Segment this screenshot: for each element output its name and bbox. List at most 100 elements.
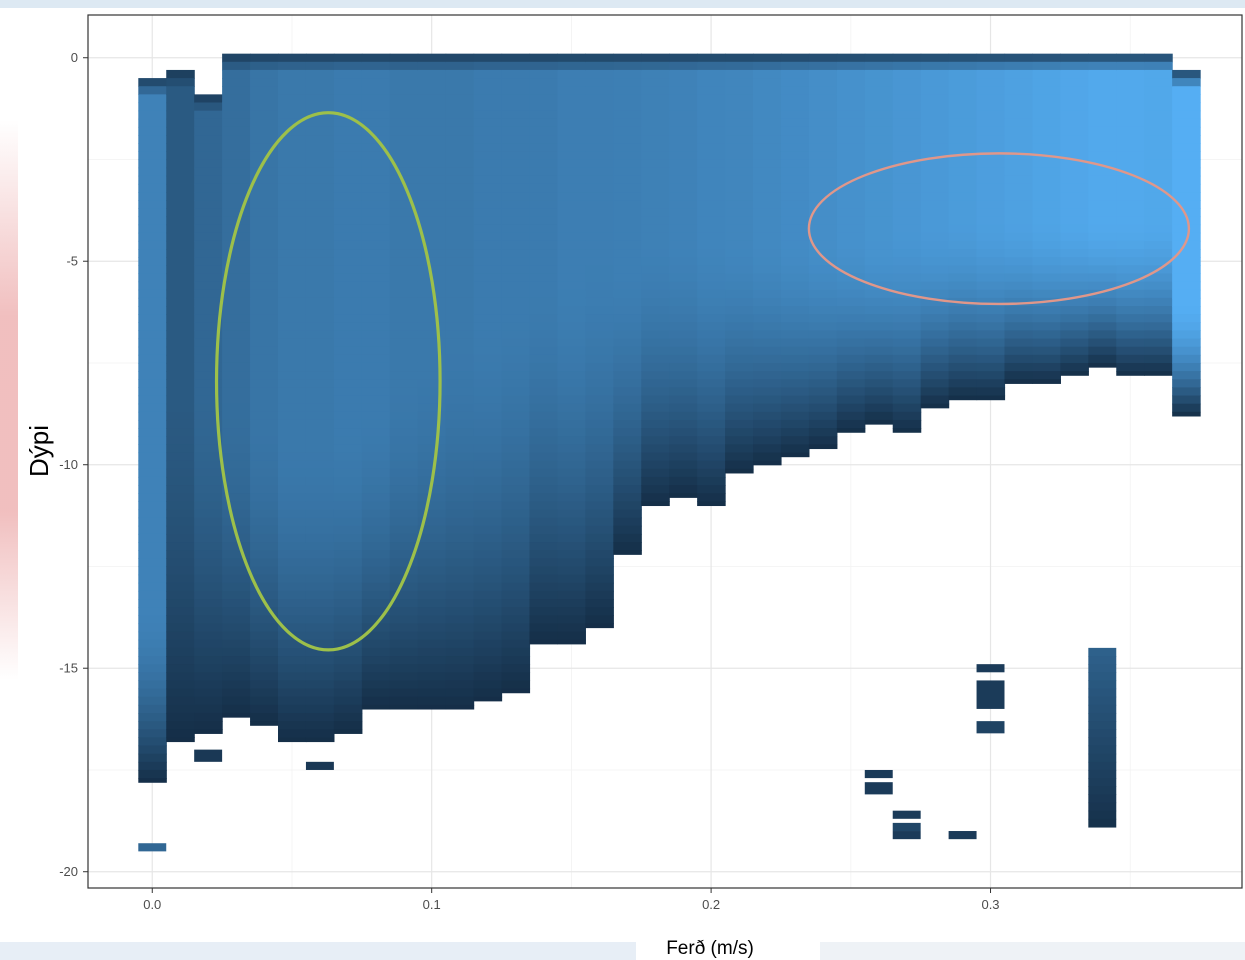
heatmap-cell bbox=[445, 664, 475, 673]
heatmap-cell bbox=[305, 224, 335, 234]
heatmap-cell bbox=[278, 208, 307, 218]
heatmap-cell bbox=[585, 257, 614, 266]
heatmap-cell bbox=[222, 240, 251, 250]
heatmap-cell bbox=[305, 314, 335, 323]
heatmap-cell bbox=[808, 297, 838, 307]
heatmap-cell bbox=[529, 558, 559, 568]
heatmap-cell bbox=[920, 289, 950, 299]
heatmap-cell bbox=[417, 574, 447, 584]
heatmap-cell bbox=[613, 240, 642, 250]
heatmap-cell bbox=[780, 135, 810, 144]
heatmap-cell bbox=[138, 192, 167, 201]
heatmap-cell bbox=[389, 428, 419, 437]
heatmap-cell bbox=[725, 208, 754, 218]
heatmap-cell bbox=[557, 395, 586, 405]
heatmap-cell bbox=[920, 159, 950, 169]
heatmap-cell bbox=[836, 322, 866, 332]
heatmap-cell bbox=[389, 493, 419, 502]
heatmap-cell bbox=[333, 78, 363, 87]
heatmap-cell bbox=[473, 623, 503, 633]
heatmap-cell bbox=[725, 273, 754, 283]
heatmap-cell bbox=[976, 183, 1006, 193]
heatmap-cell bbox=[389, 403, 419, 413]
heatmap-cell bbox=[836, 330, 866, 340]
heatmap-cell bbox=[1004, 265, 1034, 275]
heatmap-cell bbox=[305, 664, 335, 673]
heatmap-cell bbox=[669, 371, 698, 380]
heatmap-cell bbox=[780, 387, 810, 397]
heatmap-cell bbox=[697, 118, 726, 128]
heatmap-cell bbox=[194, 558, 223, 568]
heatmap-cell bbox=[501, 533, 531, 543]
heatmap-cell bbox=[725, 192, 754, 201]
heatmap-cell bbox=[194, 135, 223, 144]
heatmap-cell bbox=[501, 306, 531, 315]
heatmap-cell bbox=[892, 306, 922, 315]
heatmap-cell bbox=[613, 322, 642, 332]
heatmap-cell bbox=[445, 607, 475, 616]
heatmap-cell bbox=[138, 704, 167, 714]
heatmap-cell bbox=[389, 118, 419, 128]
heatmap-cell bbox=[138, 558, 167, 568]
heatmap-cell bbox=[864, 306, 894, 315]
heatmap-cell bbox=[333, 126, 363, 136]
heatmap-cell bbox=[864, 175, 894, 185]
heatmap-cell bbox=[361, 61, 391, 71]
heatmap-cell bbox=[557, 53, 586, 63]
heatmap-cell bbox=[138, 468, 167, 478]
heatmap-cell bbox=[389, 688, 419, 698]
heatmap-cell bbox=[501, 314, 531, 323]
heatmap-cell bbox=[445, 631, 475, 641]
heatmap-cell bbox=[250, 688, 279, 698]
heatmap-cell bbox=[278, 395, 307, 405]
heatmap-cell bbox=[557, 200, 586, 209]
heatmap-cell bbox=[1172, 354, 1201, 364]
heatmap-cell bbox=[194, 493, 223, 502]
heatmap-cell bbox=[892, 86, 922, 95]
heatmap-cell bbox=[222, 306, 251, 315]
heatmap-cell bbox=[1088, 289, 1117, 299]
heatmap-cell bbox=[725, 183, 754, 193]
heatmap-cell bbox=[780, 78, 810, 87]
heatmap-cell bbox=[138, 769, 167, 779]
heatmap-cell bbox=[250, 452, 279, 462]
heatmap-cell bbox=[473, 249, 503, 258]
heatmap-cell bbox=[417, 53, 447, 63]
heatmap-cell bbox=[389, 240, 419, 250]
heatmap-cell bbox=[305, 493, 335, 502]
heatmap-cell bbox=[1172, 257, 1201, 266]
y-tick-label: -20 bbox=[59, 864, 78, 879]
heatmap-cell bbox=[1088, 346, 1117, 356]
heatmap-cell bbox=[920, 102, 950, 112]
heatmap-cell bbox=[1032, 314, 1061, 323]
heatmap-cell bbox=[613, 346, 642, 356]
heatmap-cell bbox=[920, 395, 950, 405]
heatmap-cell bbox=[669, 476, 698, 486]
heatmap-cell bbox=[1088, 86, 1117, 95]
heatmap-cell bbox=[1144, 167, 1173, 177]
isolated-cell bbox=[976, 721, 1005, 734]
heatmap-cell bbox=[250, 493, 279, 502]
heatmap-cell bbox=[892, 78, 922, 87]
heatmap-cell bbox=[1088, 126, 1117, 136]
heatmap-cell bbox=[725, 224, 754, 234]
heatmap-cell bbox=[389, 330, 419, 340]
heatmap-cell bbox=[194, 257, 223, 266]
heatmap-cell bbox=[669, 444, 698, 454]
heatmap-cell bbox=[501, 289, 531, 299]
heatmap-cell bbox=[697, 346, 726, 356]
heatmap-cell bbox=[585, 428, 614, 437]
heatmap-cell bbox=[333, 183, 363, 193]
heatmap-cell bbox=[166, 281, 195, 291]
heatmap-cell bbox=[501, 428, 531, 437]
heatmap-cell bbox=[669, 135, 698, 144]
heatmap-cell bbox=[1088, 78, 1117, 87]
heatmap-cell bbox=[613, 281, 642, 291]
heatmap-cell bbox=[892, 167, 922, 177]
heatmap-cell bbox=[361, 615, 391, 625]
heatmap-cell bbox=[836, 102, 866, 112]
heatmap-cell bbox=[641, 371, 670, 380]
heatmap-cell bbox=[669, 428, 698, 437]
heatmap-cell bbox=[222, 208, 251, 218]
heatmap-cell bbox=[780, 86, 810, 95]
